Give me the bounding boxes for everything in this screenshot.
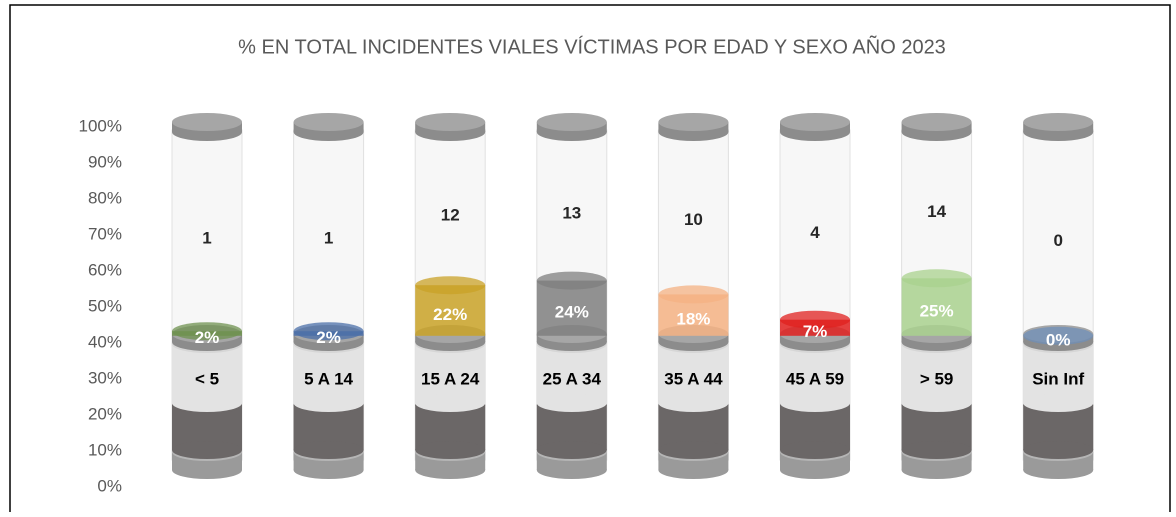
light-section: [1023, 344, 1094, 403]
base-cap-bottom: [415, 461, 486, 479]
top-cap-top: [415, 113, 486, 131]
dark-section-bottom: [780, 441, 850, 459]
top-cap-top: [901, 113, 972, 131]
light-section-bottom: [293, 394, 364, 412]
category-label: Sin Inf: [1032, 369, 1084, 388]
bar-top: [293, 322, 364, 341]
light-section-bottom: [172, 394, 242, 412]
base-cap-bottom: [1023, 461, 1094, 479]
base-cap-bottom: [658, 461, 729, 479]
base-cap-bottom: [293, 461, 364, 479]
count-label: 4: [810, 223, 820, 242]
light-section: [658, 344, 729, 403]
bar-top: [172, 322, 242, 341]
count-label: 0: [1053, 231, 1062, 250]
value-label: 7%: [803, 322, 828, 341]
bar-top: [780, 310, 850, 329]
count-label: 13: [562, 203, 581, 222]
count-label: 10: [684, 210, 703, 229]
bar-top: [1023, 326, 1094, 345]
count-label: 12: [441, 206, 460, 225]
bar-top: [901, 269, 972, 288]
value-label: 2%: [316, 328, 341, 347]
value-label: 25%: [920, 302, 954, 321]
category-label: > 59: [920, 369, 954, 388]
dark-section-bottom: [901, 441, 972, 459]
bar-top: [658, 285, 729, 304]
y-tick-label: 60%: [88, 260, 122, 279]
dark-section-bottom: [658, 441, 729, 459]
y-tick-label: 50%: [88, 296, 122, 315]
base-cap-bottom: [536, 461, 607, 479]
value-label: 22%: [433, 305, 467, 324]
category-label: 15 A 24: [421, 369, 480, 388]
y-tick-label: 10%: [88, 440, 122, 459]
category-label: < 5: [195, 369, 219, 388]
light-section-bottom: [536, 394, 607, 412]
top-cap-top: [658, 113, 729, 131]
dark-section-bottom: [172, 441, 242, 459]
category-label: 5 A 14: [304, 369, 353, 388]
category-label: 35 A 44: [664, 369, 723, 388]
top-cap-top: [1023, 113, 1094, 131]
bar: [536, 280, 607, 336]
count-label: 14: [927, 202, 946, 221]
dark-section-bottom: [293, 441, 364, 459]
dark-section-bottom: [415, 441, 486, 459]
chart-title: % EN TOTAL INCIDENTES VIALES VÍCTIMAS PO…: [238, 34, 946, 58]
light-section: [172, 344, 242, 403]
y-tick-label: 100%: [79, 116, 122, 135]
y-tick-label: 30%: [88, 368, 122, 387]
category-label: 25 A 34: [543, 369, 602, 388]
light-section-bottom: [415, 394, 486, 412]
light-section-bottom: [658, 394, 729, 412]
light-section: [415, 344, 486, 403]
count-label: 1: [202, 229, 211, 248]
light-section-bottom: [780, 394, 850, 412]
bar-top: [536, 271, 607, 290]
y-tick-label: 40%: [88, 332, 122, 351]
light-section: [901, 344, 972, 403]
light-section: [780, 344, 850, 403]
light-section-bottom: [1023, 394, 1094, 412]
top-cap-top: [536, 113, 607, 131]
value-label: 0%: [1046, 330, 1071, 349]
base-cap-bottom: [780, 461, 850, 479]
value-label: 2%: [195, 328, 220, 347]
y-tick-label: 90%: [88, 152, 122, 171]
top-cap-top: [172, 113, 242, 131]
light-section: [293, 344, 364, 403]
dark-section-bottom: [536, 441, 607, 459]
y-tick-label: 0%: [97, 476, 122, 495]
light-section: [536, 344, 607, 403]
bar-top: [415, 276, 486, 295]
top-cap-top: [293, 113, 364, 131]
category-label: 45 A 59: [786, 369, 844, 388]
dark-section-bottom: [1023, 441, 1094, 459]
base-cap-bottom: [172, 461, 242, 479]
count-label: 1: [324, 229, 333, 248]
y-tick-label: 20%: [88, 404, 122, 423]
value-label: 18%: [676, 310, 710, 329]
y-tick-label: 70%: [88, 224, 122, 243]
top-cap-top: [780, 113, 850, 131]
bar: [901, 278, 972, 336]
value-label: 24%: [555, 303, 589, 322]
y-tick-label: 80%: [88, 188, 122, 207]
base-cap-bottom: [901, 461, 972, 479]
light-section-bottom: [901, 394, 972, 412]
